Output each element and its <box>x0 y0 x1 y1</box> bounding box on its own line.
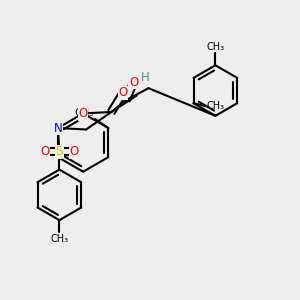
Text: O: O <box>40 145 49 158</box>
Text: CH₃: CH₃ <box>50 233 68 244</box>
Text: O: O <box>79 107 88 120</box>
Text: CH₃: CH₃ <box>207 101 225 111</box>
Text: S: S <box>56 145 63 158</box>
Text: O: O <box>129 76 138 89</box>
Text: CH₃: CH₃ <box>74 108 94 118</box>
Text: N: N <box>53 122 62 134</box>
Text: H: H <box>141 71 150 84</box>
Text: O: O <box>70 145 79 158</box>
Text: CH₃: CH₃ <box>206 42 224 52</box>
Text: O: O <box>118 86 128 99</box>
